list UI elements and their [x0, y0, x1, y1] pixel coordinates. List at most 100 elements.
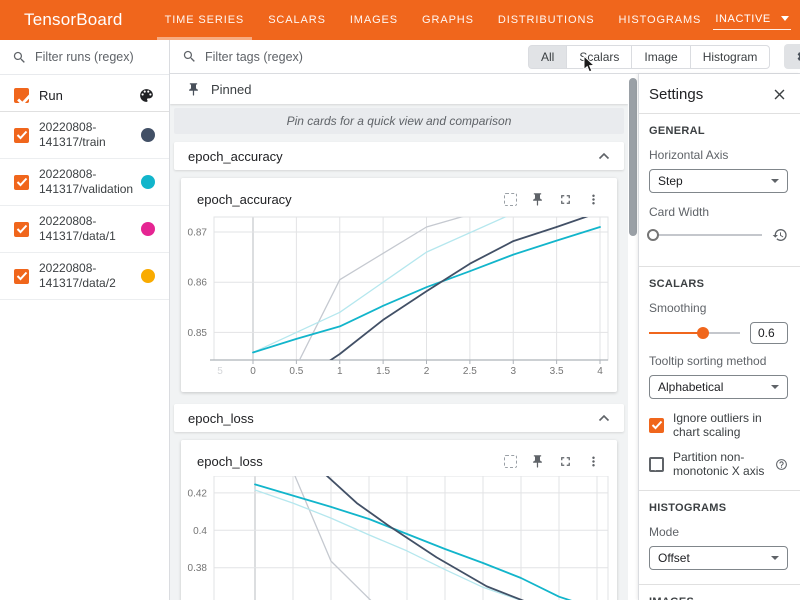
- run-checkbox[interactable]: [14, 175, 29, 190]
- section-heading: SCALARS: [649, 278, 788, 290]
- run-color-dot: [141, 128, 155, 142]
- group-header-epoch-loss[interactable]: epoch_loss: [174, 404, 624, 432]
- card-title: epoch_accuracy: [197, 192, 292, 207]
- pin-card-icon[interactable]: [530, 454, 545, 469]
- reload-status-select[interactable]: INACTIVE: [713, 11, 791, 30]
- ignore-outliers-checkbox[interactable]: [649, 418, 664, 433]
- run-row-20220808-141317-data-2[interactable]: 20220808-141317/data/2: [0, 253, 169, 300]
- card-header: epoch_accuracy: [181, 190, 617, 208]
- settings-panel: Settings GENERAL Horizontal Axis Step Ca…: [638, 74, 800, 600]
- runs-sidebar: Run 20220808-141317/train20220808-141317…: [0, 40, 170, 600]
- runs-column-label: Run: [39, 88, 63, 103]
- dropdown-caret-icon: [771, 385, 779, 389]
- tooltip-sort-value: Alphabetical: [658, 380, 723, 394]
- svg-text:3: 3: [510, 366, 516, 377]
- filter-runs-input[interactable]: [35, 50, 157, 64]
- svg-text:4: 4: [597, 366, 603, 377]
- more-options-icon[interactable]: [586, 192, 601, 207]
- chevron-up-icon[interactable]: [598, 152, 610, 160]
- more-options-icon[interactable]: [586, 454, 601, 469]
- epoch-loss-chart[interactable]: 0.420.40.380.36: [184, 476, 610, 600]
- run-row-20220808-141317-data-1[interactable]: 20220808-141317/data/1: [0, 206, 169, 253]
- epoch-accuracy-chart[interactable]: 0.870.860.85500.511.522.533.544: [184, 214, 610, 380]
- histogram-mode-label: Mode: [649, 525, 788, 539]
- run-checkbox[interactable]: [14, 222, 29, 237]
- ignore-outliers-label: Ignore outliers in chart scaling: [673, 411, 788, 439]
- svg-text:0: 0: [250, 366, 256, 377]
- dropdown-caret-icon: [771, 179, 779, 183]
- filter-button-scalars[interactable]: Scalars: [566, 45, 632, 69]
- run-name: 20220808-141317/train: [39, 120, 123, 150]
- tab-distributions[interactable]: DISTRIBUTIONS: [486, 0, 607, 40]
- tab-graphs[interactable]: GRAPHS: [410, 0, 486, 40]
- smoothing-slider-row: [649, 322, 788, 344]
- histogram-mode-select[interactable]: Offset: [649, 546, 788, 570]
- card-actions: [504, 192, 601, 207]
- tag-type-filter-group: AllScalarsImageHistogram: [528, 45, 770, 69]
- section-heading: HISTOGRAMS: [649, 502, 788, 514]
- close-icon[interactable]: [771, 86, 788, 103]
- tab-images[interactable]: IMAGES: [338, 0, 410, 40]
- help-icon[interactable]: [775, 458, 788, 471]
- card-actions: [504, 454, 601, 469]
- tensorboard-app: TensorBoard TIME SERIESSCALARSIMAGESGRAP…: [0, 0, 800, 600]
- run-name: 20220808-141317/data/2: [39, 261, 123, 291]
- filter-button-image[interactable]: Image: [631, 45, 690, 69]
- tab-scalars[interactable]: SCALARS: [256, 0, 338, 40]
- runs-list: 20220808-141317/train 20220808-141317/val…: [0, 112, 169, 300]
- scrollbar-thumb[interactable]: [629, 78, 637, 236]
- partition-x-axis-row[interactable]: Partition non-monotonic X axis: [649, 450, 788, 478]
- dropdown-caret-icon: [771, 556, 779, 560]
- group-header-epoch-accuracy[interactable]: epoch_accuracy: [174, 142, 624, 170]
- tab-time-series[interactable]: TIME SERIES: [153, 0, 257, 40]
- card-title: epoch_loss: [197, 454, 263, 469]
- smoothing-input[interactable]: [750, 322, 788, 344]
- reload-status-value: INACTIVE: [715, 13, 771, 25]
- smoothing-label: Smoothing: [649, 301, 788, 315]
- svg-text:2: 2: [424, 366, 430, 377]
- fullscreen-icon[interactable]: [558, 454, 573, 469]
- settings-section-histograms: HISTOGRAMS Mode Offset: [639, 491, 800, 585]
- reset-icon[interactable]: [772, 227, 788, 243]
- svg-text:0.85: 0.85: [188, 328, 208, 339]
- settings-button[interactable]: Settings: [784, 44, 800, 69]
- filter-button-all[interactable]: All: [528, 45, 567, 69]
- search-icon: [182, 49, 197, 64]
- pin-card-icon[interactable]: [530, 192, 545, 207]
- filter-tags-input[interactable]: [205, 50, 488, 64]
- run-checkbox[interactable]: [14, 269, 29, 284]
- tags-toolbar: AllScalarsImageHistogram Settings: [170, 40, 800, 74]
- run-row-20220808-141317-train[interactable]: 20220808-141317/train: [0, 112, 169, 159]
- data-selection-icon[interactable]: [504, 455, 517, 468]
- svg-text:1: 1: [337, 366, 343, 377]
- svg-text:2.5: 2.5: [463, 366, 477, 377]
- tooltip-sort-label: Tooltip sorting method: [649, 354, 788, 368]
- data-selection-icon[interactable]: [504, 193, 517, 206]
- horizontal-axis-value: Step: [658, 174, 683, 188]
- chevron-up-icon[interactable]: [598, 414, 610, 422]
- histogram-mode-value: Offset: [658, 551, 690, 565]
- palette-icon[interactable]: [138, 87, 155, 104]
- select-all-runs-checkbox[interactable]: [14, 88, 29, 103]
- fullscreen-icon[interactable]: [558, 192, 573, 207]
- svg-text:5: 5: [217, 366, 223, 377]
- svg-text:0.87: 0.87: [188, 228, 208, 239]
- horizontal-axis-select[interactable]: Step: [649, 169, 788, 193]
- smoothing-slider[interactable]: [649, 326, 740, 340]
- tooltip-sort-select[interactable]: Alphabetical: [649, 375, 788, 399]
- nav-tabs: TIME SERIESSCALARSIMAGESGRAPHSDISTRIBUTI…: [153, 0, 714, 40]
- tensorboard-logo: TensorBoard: [24, 10, 123, 30]
- partition-x-axis-checkbox[interactable]: [649, 457, 664, 472]
- ignore-outliers-row[interactable]: Ignore outliers in chart scaling: [649, 411, 788, 439]
- run-checkbox[interactable]: [14, 128, 29, 143]
- run-color-dot: [141, 269, 155, 283]
- filter-button-histogram[interactable]: Histogram: [690, 45, 771, 69]
- tab-histograms[interactable]: HISTOGRAMS: [607, 0, 714, 40]
- card-header: epoch_loss: [181, 452, 617, 470]
- runs-list-header: Run: [0, 80, 169, 112]
- card-width-slider[interactable]: [649, 228, 762, 242]
- run-row-20220808-141317-validation[interactable]: 20220808-141317/validation: [0, 159, 169, 206]
- main-scrollbar[interactable]: [628, 74, 638, 600]
- run-color-dot: [141, 175, 155, 189]
- run-name: 20220808-141317/validation: [39, 167, 123, 197]
